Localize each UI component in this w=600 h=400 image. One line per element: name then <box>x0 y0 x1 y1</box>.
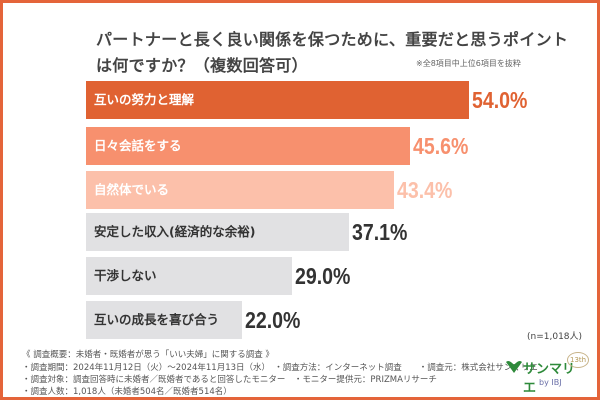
data-label: 54.0% <box>472 87 528 113</box>
bar-label: 互いの努力と理解 <box>94 92 195 107</box>
footer-line-3: ・調査対象：調査回答時に未婚者／既婚者であると回答したモニター ・モニター提供元… <box>22 375 437 385</box>
data-label: 37.1% <box>352 219 408 245</box>
bar-label: 自然体でいる <box>94 182 170 197</box>
bar-label: 干渉しない <box>94 268 157 283</box>
bar: 互いの努力と理解 <box>86 81 470 119</box>
logo-sub: by IBJ <box>539 378 562 387</box>
bar-label: 日々会話をする <box>94 138 182 153</box>
logo-badge: 13th <box>567 352 590 368</box>
bar: 互いの成長を喜び合う <box>86 301 243 339</box>
bar-label: 互いの成長を喜び合う <box>94 312 220 327</box>
logo-brand: サンマリエ <box>523 362 576 396</box>
footer-line-2: ・調査期間：2024年11月12日（火）～2024年11月13日（水） ・調査方… <box>22 363 538 373</box>
bar: 干渉しない <box>86 257 292 295</box>
footer-line-1: 《 調査概要：未婚者・既婚者が思う「いい夫婦」に関する調査 》 <box>22 350 274 360</box>
bar: 安定した収入(経済的な余裕) <box>86 213 350 251</box>
bar: 日々会話をする <box>86 127 410 165</box>
sample-size: (n=1,018人) <box>527 332 583 342</box>
data-label: 45.6% <box>412 133 469 159</box>
sanmarie-logo: サンマリエ 13th by IBJ <box>505 352 590 396</box>
title-line-2: は何ですか？（複数回答可） <box>96 56 308 75</box>
heart-leaf-icon <box>506 361 522 373</box>
chart-title: パートナーと長く良い関係を保つために、重要だと思うポイント は何ですか？（複数回… <box>96 27 568 79</box>
footer-line-4: ・調査人数：1,018人（未婚者504名／既婚者514名） <box>22 387 232 397</box>
bar: 自然体でいる <box>86 171 395 209</box>
data-label: 29.0% <box>294 263 351 289</box>
data-label: 22.0% <box>245 307 301 333</box>
note-text: ※全8項目中上位6項目を抜粋 <box>416 59 521 68</box>
bar-label: 安定した収入(経済的な余裕) <box>94 224 256 239</box>
data-label: 43.4% <box>397 177 453 203</box>
title-line-1: パートナーと長く良い関係を保つために、重要だと思うポイント <box>96 30 569 49</box>
